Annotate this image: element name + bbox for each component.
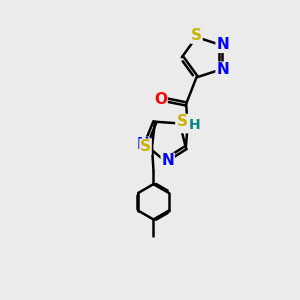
Text: N: N — [216, 37, 229, 52]
Text: N: N — [161, 153, 174, 168]
Text: S: S — [191, 28, 202, 43]
Text: H: H — [188, 118, 200, 132]
Text: N: N — [216, 62, 229, 77]
Text: N: N — [136, 137, 149, 152]
Text: N: N — [176, 118, 189, 133]
Text: S: S — [177, 115, 188, 130]
Text: O: O — [154, 92, 167, 107]
Text: S: S — [140, 139, 151, 154]
